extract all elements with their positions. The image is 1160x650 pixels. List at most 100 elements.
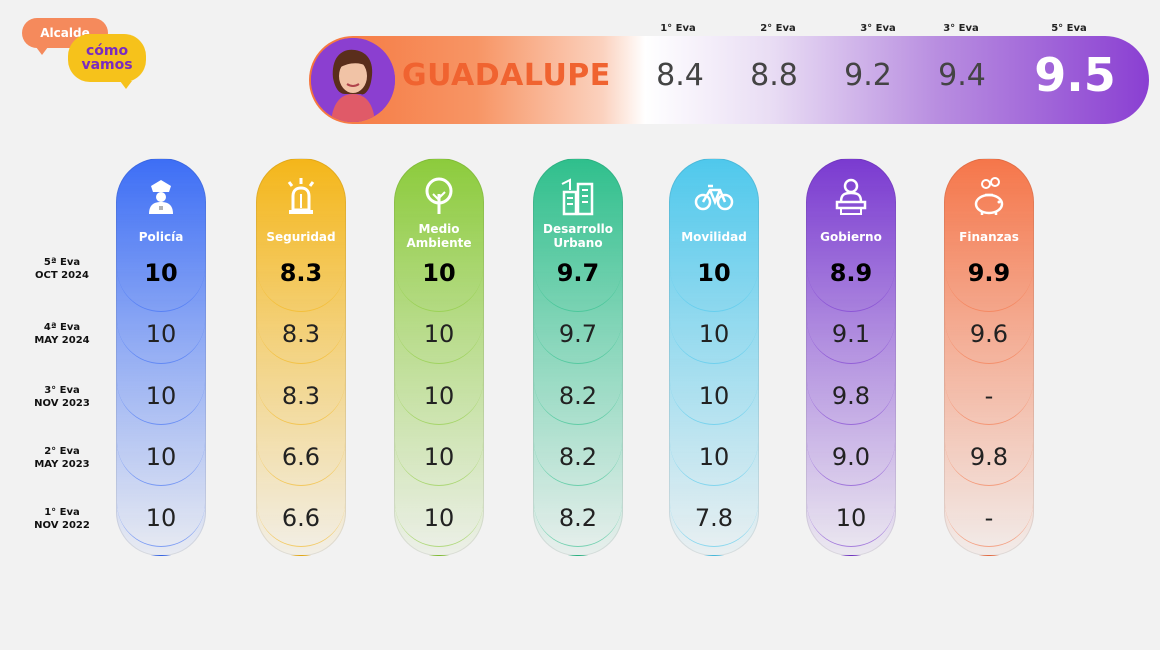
row-label-2: 2° Eva MAY 2023: [22, 445, 102, 471]
score-value: 10: [144, 259, 178, 287]
column-medio: Medio Ambiente 10 10 10 10 10: [394, 158, 484, 556]
column-label: Medio Ambiente: [394, 222, 484, 250]
logo-vamos: vamos: [81, 57, 133, 73]
column-label-line1: Movilidad: [681, 230, 747, 244]
row-label-4-eval: 4ª Eva: [43, 322, 81, 333]
score-value: 10: [698, 382, 730, 410]
row-label-3-date: NOV 2023: [34, 398, 90, 409]
score-value: 10: [423, 443, 455, 471]
column-finanzas: Finanzas 9.9 9.6 - 9.8 -: [944, 158, 1034, 556]
column-label: Gobierno: [806, 230, 896, 244]
score-value: 8.3: [281, 382, 321, 410]
row-label-5-date: OCT 2024: [35, 270, 89, 281]
column-label-line1: Finanzas: [959, 230, 1019, 244]
avatar: [311, 38, 395, 122]
row-label-4-date: MAY 2024: [34, 335, 90, 346]
row-label-3-eval: 3° Eva: [44, 385, 80, 396]
score-value: 7.8: [694, 504, 734, 532]
tree-icon: [419, 176, 459, 216]
eval-score-3: 9.2: [844, 58, 892, 93]
eval-header-5: 5° Eva: [1051, 23, 1087, 34]
score-value: 10: [145, 382, 177, 410]
column-segment: [395, 483, 483, 547]
score-value: 10: [145, 504, 177, 532]
official-icon: [831, 176, 871, 216]
row-label-5: 5ª Eva OCT 2024: [22, 256, 102, 282]
row-label-1-eval: 1° Eva: [44, 507, 80, 518]
eval-header-2: 2° Eva: [760, 23, 796, 34]
column-label-line1: Policía: [138, 230, 184, 244]
logo-como: cómo: [85, 43, 129, 59]
score-value: 6.6: [281, 443, 321, 471]
column-label: Movilidad: [669, 230, 759, 244]
bicycle-icon: [694, 176, 734, 216]
column-label: Policía: [116, 230, 206, 244]
score-value: 8.9: [829, 259, 873, 287]
column-label-line1: Desarrollo: [543, 222, 613, 236]
column-label: Finanzas: [944, 230, 1034, 244]
column-label-line1: Gobierno: [820, 230, 882, 244]
logo-como-vamos: cómo vamos: [68, 34, 146, 89]
score-value: 8.2: [558, 382, 598, 410]
column-label: Seguridad: [256, 230, 346, 244]
alcalde-como-vamos-logo: Alcalde cómo vamos: [20, 18, 150, 89]
score-value: 9.1: [831, 320, 871, 348]
column-desarrollo: Desarrollo Urbano 9.7 9.7 8.2 8.2 8.2: [533, 158, 623, 556]
score-value: 10: [145, 320, 177, 348]
column-polica: Policía 10 10 10 10 10: [116, 158, 206, 556]
row-label-1: 1° Eva NOV 2022: [22, 506, 102, 532]
score-value: 10: [698, 320, 730, 348]
eval-score-5: 9.5: [1034, 48, 1116, 102]
police-icon: [141, 176, 181, 216]
column-segment: [807, 483, 895, 547]
column-seguridad: Seguridad 8.3 8.3 8.3 6.6 6.6: [256, 158, 346, 556]
row-label-2-date: MAY 2023: [34, 459, 90, 470]
score-value: 10: [698, 443, 730, 471]
score-value: 8.3: [281, 320, 321, 348]
score-value: 10: [697, 259, 731, 287]
score-value: -: [984, 504, 994, 532]
header-score-bar: [309, 36, 1149, 124]
column-label-line2: Urbano: [553, 236, 603, 250]
eval-header-4: 3° Eva: [943, 23, 979, 34]
column-label-line2: Ambiente: [406, 236, 472, 250]
score-value: 10: [145, 443, 177, 471]
row-label-5-eval: 5ª Eva: [43, 257, 81, 268]
score-value: 9.0: [831, 443, 871, 471]
row-label-1-date: NOV 2022: [34, 520, 90, 531]
column-label-line1: Medio: [418, 222, 460, 236]
score-value: 6.6: [281, 504, 321, 532]
score-value: -: [984, 382, 994, 410]
logo-alcalde: Alcalde: [22, 18, 108, 55]
eval-header-3: 3° Eva: [860, 23, 896, 34]
column-segment: [117, 483, 205, 547]
column-segment: [534, 483, 622, 547]
row-label-2-eval: 2° Eva: [44, 446, 80, 457]
score-value: 10: [422, 259, 456, 287]
score-value: 9.7: [556, 259, 600, 287]
score-value: 8.3: [279, 259, 323, 287]
siren-icon: [281, 176, 321, 216]
score-value: 9.7: [558, 320, 598, 348]
eval-header-1: 1° Eva: [660, 23, 696, 34]
score-value: 8.2: [558, 504, 598, 532]
score-value: 9.9: [967, 259, 1011, 287]
score-value: 9.8: [831, 382, 871, 410]
column-segment: [945, 483, 1033, 547]
score-value: 10: [835, 504, 867, 532]
row-label-4: 4ª Eva MAY 2024: [22, 321, 102, 347]
score-value: 9.6: [969, 320, 1009, 348]
row-label-3: 3° Eva NOV 2023: [22, 384, 102, 410]
eval-score-2: 8.8: [750, 58, 798, 93]
buildings-icon: [558, 176, 598, 216]
column-gobierno: Gobierno 8.9 9.1 9.8 9.0 10: [806, 158, 896, 556]
eval-score-4: 9.4: [938, 58, 986, 93]
score-value: 9.8: [969, 443, 1009, 471]
column-segment: [257, 483, 345, 547]
column-movilidad: Movilidad 10 10 10 10 7.8: [669, 158, 759, 556]
score-value: 10: [423, 320, 455, 348]
score-value: 10: [423, 382, 455, 410]
score-value: 10: [423, 504, 455, 532]
column-segment: [670, 483, 758, 547]
column-label: Desarrollo Urbano: [533, 222, 623, 250]
